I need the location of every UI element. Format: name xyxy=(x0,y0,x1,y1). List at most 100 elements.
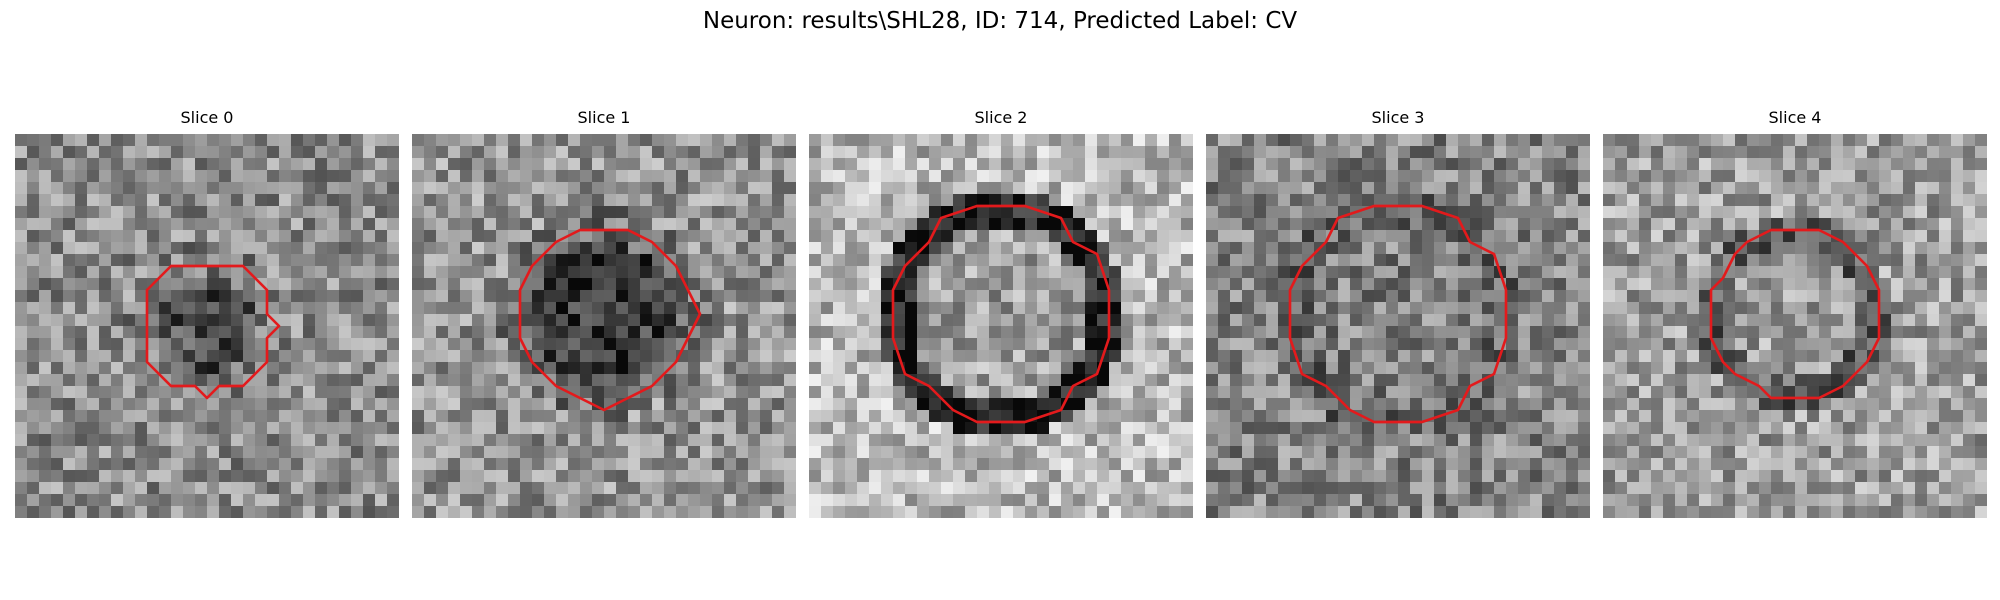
pixel xyxy=(279,254,292,267)
pixel xyxy=(291,410,304,423)
pixel xyxy=(1518,290,1531,303)
pixel xyxy=(1795,134,1808,147)
pixel xyxy=(1422,266,1435,279)
pixel xyxy=(387,362,399,375)
pixel xyxy=(532,182,545,195)
pixel xyxy=(1398,290,1411,303)
pixel xyxy=(1819,158,1832,171)
pixel xyxy=(424,278,437,291)
pixel xyxy=(784,482,796,495)
pixel xyxy=(1410,386,1423,399)
pixel xyxy=(1422,386,1435,399)
pixel xyxy=(628,158,641,171)
pixel xyxy=(27,254,40,267)
pixel xyxy=(1603,374,1616,387)
pixel xyxy=(171,482,184,495)
pixel xyxy=(219,374,232,387)
pixel xyxy=(1097,230,1110,243)
pixel xyxy=(1855,398,1868,411)
pixel xyxy=(941,410,954,423)
pixel xyxy=(652,326,665,339)
pixel xyxy=(1663,458,1676,471)
pixel xyxy=(1831,146,1844,159)
pixel xyxy=(1482,350,1495,363)
pixel xyxy=(748,218,761,231)
pixel xyxy=(640,314,653,327)
pixel xyxy=(51,326,64,339)
pixel xyxy=(845,170,858,183)
pixel xyxy=(1879,134,1892,147)
pixel xyxy=(255,290,268,303)
pixel xyxy=(303,278,316,291)
pixel xyxy=(436,386,449,399)
pixel xyxy=(845,182,858,195)
pixel xyxy=(1206,194,1219,207)
pixel xyxy=(1530,290,1543,303)
pixel xyxy=(484,290,497,303)
pixel xyxy=(1554,290,1567,303)
pixel xyxy=(1290,482,1303,495)
pixel xyxy=(652,182,665,195)
pixel xyxy=(351,494,364,507)
slice-panel: Slice 4 xyxy=(1603,108,1987,520)
pixel xyxy=(1494,410,1507,423)
pixel xyxy=(412,218,425,231)
pixel xyxy=(977,494,990,507)
pixel xyxy=(1566,314,1579,327)
pixel xyxy=(1651,134,1664,147)
pixel xyxy=(1783,338,1796,351)
pixel xyxy=(1759,446,1772,459)
pixel xyxy=(375,434,388,447)
pixel xyxy=(1651,230,1664,243)
pixel xyxy=(363,494,376,507)
pixel xyxy=(327,170,340,183)
pixel xyxy=(267,338,280,351)
pixel xyxy=(1278,206,1291,219)
pixel xyxy=(941,194,954,207)
pixel xyxy=(39,326,52,339)
pixel xyxy=(147,470,160,483)
pixel xyxy=(39,494,52,507)
pixel xyxy=(784,230,796,243)
pixel xyxy=(448,194,461,207)
pixel xyxy=(1566,434,1579,447)
pixel xyxy=(1807,290,1820,303)
pixel xyxy=(291,194,304,207)
pixel xyxy=(231,446,244,459)
pixel xyxy=(989,230,1002,243)
pixel xyxy=(412,350,425,363)
pixel xyxy=(616,194,629,207)
pixel xyxy=(1145,422,1158,435)
pixel xyxy=(1891,170,1904,183)
pixel xyxy=(1795,242,1808,255)
pixel xyxy=(1290,422,1303,435)
pixel xyxy=(676,506,689,518)
pixel xyxy=(39,254,52,267)
pixel xyxy=(496,314,509,327)
pixel xyxy=(472,386,485,399)
pixel xyxy=(1121,326,1134,339)
pixel xyxy=(1663,158,1676,171)
pixel xyxy=(821,230,834,243)
pixel xyxy=(219,266,232,279)
pixel xyxy=(977,398,990,411)
pixel xyxy=(953,290,966,303)
pixel xyxy=(905,422,918,435)
pixel xyxy=(1145,410,1158,423)
pixel xyxy=(604,182,617,195)
pixel xyxy=(27,182,40,195)
pixel xyxy=(1639,326,1652,339)
pixel xyxy=(39,458,52,471)
pixel xyxy=(1482,482,1495,495)
pixel xyxy=(821,290,834,303)
pixel xyxy=(1735,278,1748,291)
pixel xyxy=(1506,206,1519,219)
pixel xyxy=(556,314,569,327)
pixel xyxy=(1338,278,1351,291)
pixel xyxy=(809,278,822,291)
pixel xyxy=(1133,146,1146,159)
pixel xyxy=(772,326,785,339)
pixel xyxy=(628,446,641,459)
pixel xyxy=(1687,386,1700,399)
pixel xyxy=(1470,410,1483,423)
